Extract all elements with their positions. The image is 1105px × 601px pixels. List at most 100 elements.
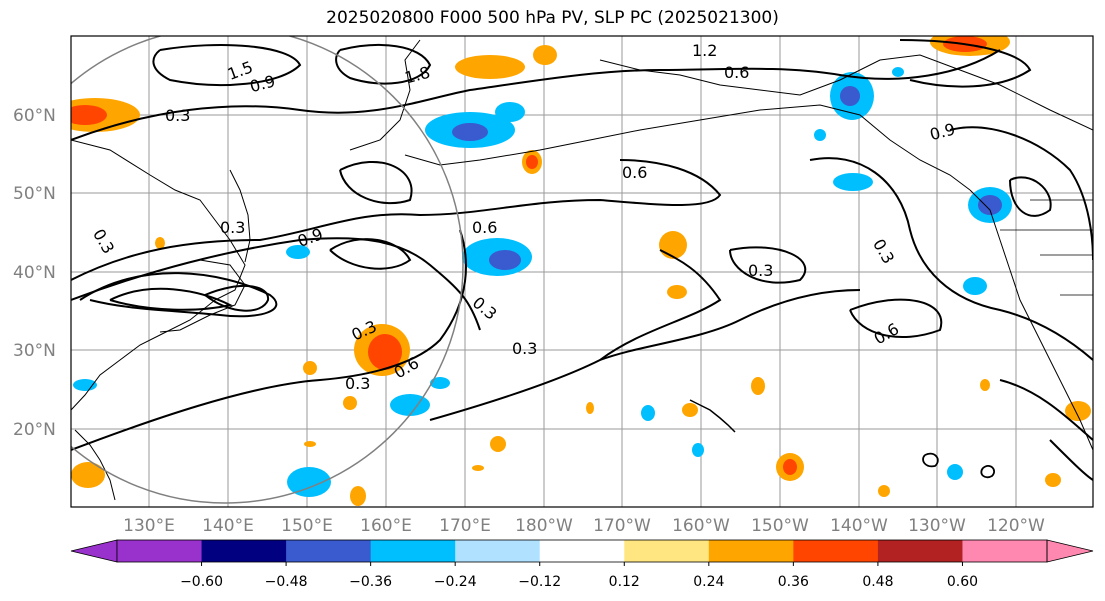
colorbar-tick-label: −0.60 [180,574,223,590]
colorbar-tick-label: 0.12 [609,574,640,590]
colorbar-segment [455,540,541,562]
contour-label: 0.6 [724,63,749,82]
lon-label: 160°W [672,516,730,536]
pv-negative-region [963,277,987,295]
pv-negative-region [430,377,450,389]
colorbar-tick-label: −0.36 [349,574,392,590]
lon-label: 150°W [751,516,809,536]
pv-negative-region [390,394,430,416]
colorbar-tick-label: −0.48 [265,574,308,590]
contour-0.6 [71,49,1001,141]
pv-positive-region [980,379,990,391]
colorbar-segment [201,540,287,562]
north-america-coastline [969,189,1093,451]
contour-1.8 [335,44,432,85]
contour-closed [1009,176,1052,217]
lon-label: 120°W [987,516,1045,536]
contour-closed [109,287,233,311]
lon-label: 170°W [593,516,651,536]
pv-negative-region [814,129,826,141]
sakhalin-coastline [229,169,251,263]
hawaii-islands [689,399,736,433]
slp-contours [71,39,1093,481]
pv-negative-region [287,467,331,497]
map-frame [70,35,1094,508]
pv-negative-region [73,379,97,391]
colorbar-extend-high [1046,539,1094,563]
pv-negative-region [978,195,1002,215]
contour-0.3 [999,379,1093,481]
lat-label: 20°N [13,420,56,440]
pv-positive-region [303,361,317,375]
pv-negative-region [286,245,310,259]
colorbar-tick-label: −0.24 [434,574,477,590]
colorbar-segment [708,540,794,562]
colorbar-segment [117,540,203,562]
colorbar-segment [286,540,372,562]
contour [729,246,807,284]
pv-positive-region [783,459,797,475]
contour-label: 0.3 [345,374,370,393]
pv-negative-region [840,86,860,106]
pv-positive-region [586,402,594,414]
japan-coastline [159,259,246,333]
lon-label: 130°W [908,516,966,536]
pv-positive-region [155,237,165,249]
pv-positive-region [455,55,525,79]
lon-label: 130°E [123,516,175,536]
radius-circle [71,36,464,504]
pv-negative-region [641,405,655,421]
contour-0.6 [71,159,722,281]
pv-positive-region [682,403,698,417]
contour-1.5 [152,44,302,86]
pv-positive-region [490,436,506,452]
pv-shading [71,36,1091,506]
colorbar-tick-label: 0.24 [693,574,724,590]
contour-0.9 [71,237,481,331]
colorbar-segment [539,540,625,562]
asia-coastline [71,139,246,411]
pv-negative-region [692,443,704,457]
pv-positive-region [659,231,687,259]
pv-positive-region [533,45,557,65]
pv-positive-region [1065,401,1091,421]
colorbar-segment [793,540,879,562]
aleutian-coastline [404,104,971,191]
contour-label: 0.6 [622,163,647,182]
lat-label: 30°N [13,341,56,361]
borders [1000,199,1093,296]
pv-positive-region [1045,473,1061,487]
latitude-axis: 60°N 50°N 40°N 30°N 20°N [13,106,56,440]
contour [599,249,722,361]
colorbar-tick-label: 0.36 [778,574,809,590]
pv-positive-region [368,334,402,370]
colorbar-segment [624,540,710,562]
pv-positive-region [304,441,316,447]
pv-positive-region [526,155,538,169]
colorbar-ticks: −0.60 −0.48 −0.36 −0.24 −0.12 0.12 0.24 0.36 0.4… [180,562,978,590]
pv-negative-region [833,173,873,191]
colorbar: −0.60 −0.48 −0.36 −0.24 −0.12 0.12 0.24 0.36 0.4… [70,539,1094,590]
colorbar-tick-label: −0.12 [518,574,561,590]
pv-negative-region [947,464,963,480]
lat-label: 50°N [13,184,56,204]
pv-negative-region [489,250,521,270]
colorbar-tick-label: 0.48 [862,574,893,590]
lon-label: 140°W [830,516,888,536]
contour [922,452,939,468]
longitude-axis: 130°E 140°E 150°E 160°E 170°E 180°W 170°… [123,516,1045,536]
contour-0.3 [71,229,467,451]
lon-label: 150°E [281,516,333,536]
contour-label: 0.3 [165,106,190,125]
colorbar-tick-label: 0.60 [947,574,978,590]
colorbar-outline [116,539,1048,563]
pv-negative-region [495,102,525,122]
pv-positive-region [343,396,357,410]
lat-label: 60°N [13,106,56,126]
contour-closed [204,284,270,312]
contour-0.3 [429,289,861,421]
contour-label: 0.6 [472,218,497,237]
contour-label: 0.3 [512,339,537,358]
lon-label: 170°E [439,516,491,536]
